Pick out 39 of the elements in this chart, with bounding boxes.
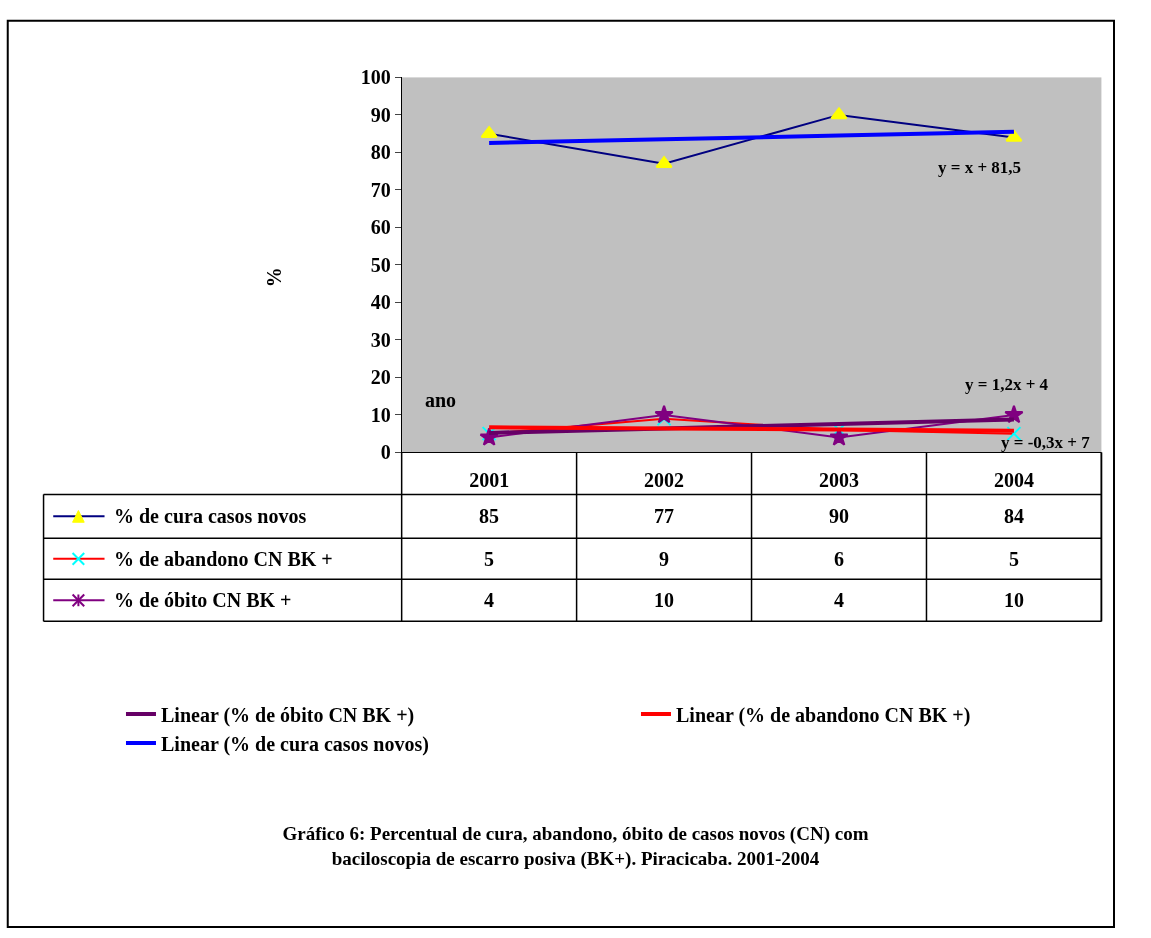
data-label: 6 — [834, 548, 844, 570]
y-tick-label: 30 — [370, 328, 391, 351]
data-label: 10 — [654, 589, 674, 611]
y-tick-label: 40 — [370, 291, 391, 314]
annotation: y = 1,2x + 4 — [965, 375, 1049, 394]
x-tick-label: 2004 — [993, 469, 1034, 492]
data-label: 10 — [1004, 589, 1024, 611]
x-tick-label: 2001 — [469, 469, 510, 492]
x-axis-title: ano — [425, 389, 457, 411]
y-tick-label: 50 — [370, 253, 391, 276]
y-tick-label: 10 — [370, 403, 391, 426]
annotation: y = -0,3x + 7 — [1001, 433, 1091, 452]
data-label: 84 — [1004, 505, 1024, 527]
annotation: y = x + 81,5 — [938, 158, 1022, 177]
y-tick-label: 60 — [370, 216, 391, 239]
data-label: 77 — [654, 505, 674, 527]
legend-label: Linear (% de cura casos novos) — [160, 732, 429, 756]
y-axis-title: % — [263, 267, 286, 288]
legend-label: % de óbito CN BK + — [114, 589, 292, 611]
data-label: 90 — [829, 505, 849, 527]
data-label: 5 — [1009, 548, 1019, 570]
y-tick-label: 80 — [370, 141, 391, 164]
y-tick-label: 90 — [370, 103, 391, 126]
y-tick-label: 70 — [370, 178, 391, 201]
data-label: 9 — [659, 548, 669, 570]
data-label: 4 — [484, 589, 494, 611]
legend-label: % de abandono CN BK + — [114, 548, 333, 570]
data-label: 5 — [484, 548, 494, 570]
text: Gráfico 6: Percentual de cura, abandono, óbito de casos novos (CN) com baciloscopia de escarro posiva (BK+). Piracicaba. 2001-2004 — [282, 823, 869, 870]
y-tick-label: 20 — [370, 366, 391, 389]
data-label: 85 — [479, 505, 499, 527]
legend-label: Linear (% de óbito CN BK +) — [160, 703, 415, 727]
y-tick-label: 100 — [360, 66, 391, 89]
x-tick-label: 2003 — [819, 469, 860, 492]
legend-label: Linear (% de abandono CN BK +) — [675, 703, 971, 727]
y-tick-label: 0 — [380, 441, 391, 464]
legend-label: % de cura casos novos — [114, 505, 307, 527]
x-tick-label: 2002 — [644, 469, 685, 492]
data-label: 4 — [834, 589, 844, 611]
